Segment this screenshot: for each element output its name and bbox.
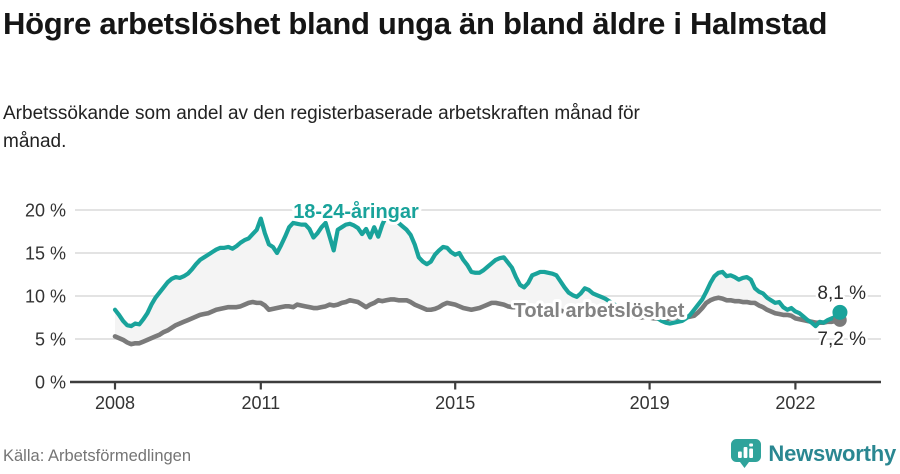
newsworthy-bars-icon	[731, 439, 762, 468]
x-tick-label: 2019	[630, 393, 670, 413]
total-line	[112, 295, 843, 347]
total-end-value-label: 7,2 %	[817, 329, 866, 350]
x-tick-label: 2008	[95, 393, 135, 413]
between-area	[115, 216, 840, 345]
y-tick-label: 20 %	[25, 201, 66, 221]
newsworthy-wordmark: Newsworthy	[768, 440, 896, 466]
x-tick-label: 2022	[775, 393, 815, 413]
y-tick-label: 5 %	[35, 330, 66, 350]
total-series-label: Total arbetslöshet	[514, 300, 685, 322]
x-tick-label: 2011	[241, 393, 280, 413]
youth-end-dot	[832, 304, 848, 320]
youth-end-value-label: 8,1 %	[817, 283, 866, 304]
y-tick-label: 10 %	[25, 287, 66, 307]
footer: Källa: Arbetsförmedlingen Newsworthy	[0, 438, 900, 470]
newsworthy-logo[interactable]: Newsworthy	[731, 439, 896, 468]
source-note: Källa: Arbetsförmedlingen	[3, 447, 192, 465]
youth-series-label: 18-24-åringar	[293, 200, 419, 223]
y-tick-label: 15 %	[25, 244, 66, 264]
unemployment-line-chart: 0 % 5 % 10 % 15 % 20 % 2008 2011 2015 2019 2022 18…	[25, 197, 881, 413]
youth-line	[112, 213, 843, 329]
page-subtitle: Arbetssökande som andel av den registerb…	[3, 103, 640, 152]
page-title: Högre arbetslöshet bland unga än bland ä…	[3, 6, 828, 41]
y-tick-label: 0 %	[35, 373, 66, 393]
x-tick-label: 2015	[435, 393, 475, 413]
